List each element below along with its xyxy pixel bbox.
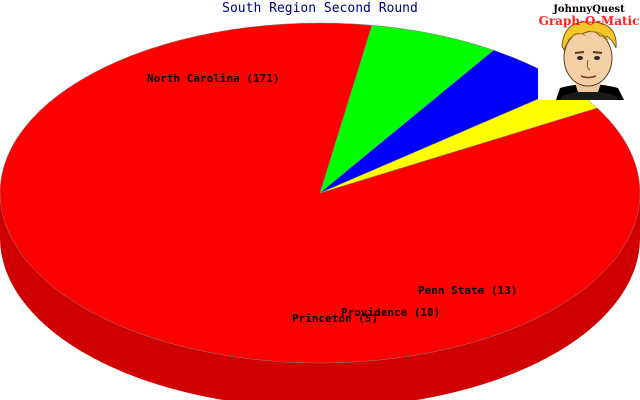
pie-sides xyxy=(0,193,640,400)
pie-label-penn-state: Penn State (13) xyxy=(418,284,517,297)
pie-label-princeton: Princeton (5) xyxy=(292,312,378,325)
pie-slice-penn-state xyxy=(319,24,495,194)
logo-product-line: Graph-O-Matic xyxy=(538,14,640,28)
logo-brand-line: JohnnyQuest xyxy=(553,4,625,15)
pie-labels: North Carolina (171) Penn State (13) Provi… xyxy=(147,72,517,325)
pie-tops xyxy=(0,22,640,364)
pie-label-providence: Providence (10) xyxy=(341,306,440,319)
logo-badge: JohnnyQuest Graph-O-Matic xyxy=(538,0,640,100)
pie-label-north-carolina: North Carolina (171) xyxy=(147,72,279,85)
cartoon-boy-face-icon xyxy=(556,21,624,100)
chart-title: South Region Second Round xyxy=(222,1,418,16)
pie-side-north-carolina xyxy=(0,193,640,400)
